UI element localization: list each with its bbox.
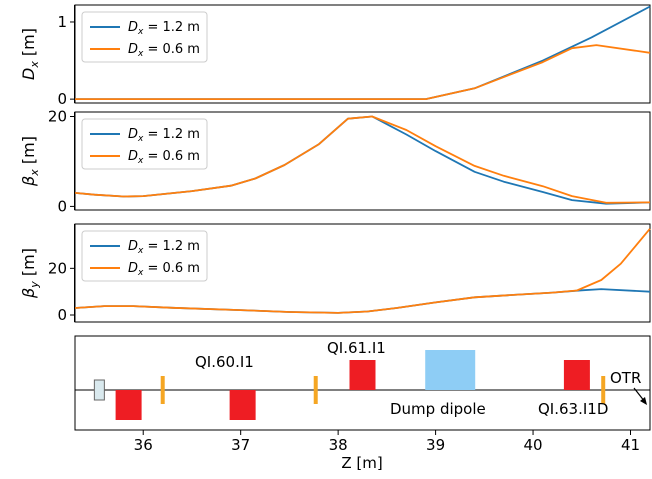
x-tick-label: 36 <box>134 436 153 454</box>
beamline-axes-frame <box>74 335 651 431</box>
beta-x-legend: Dx = 1.2 m Dx = 0.6 m <box>81 118 208 170</box>
y-tick-label: 1 <box>57 13 67 31</box>
legend-label-dx12: Dx = 1.2 m <box>128 20 200 37</box>
quadrupole-magnet <box>115 390 142 420</box>
legend-label-dx06: Dx = 0.6 m <box>128 42 200 59</box>
dispersion-y-label: Dx [m] <box>19 28 41 80</box>
label-qi61: QI.61.I1 <box>327 339 386 357</box>
legend-label-dx12: Dx = 1.2 m <box>128 127 200 144</box>
dispersion-y-ticks: 01 <box>57 13 75 108</box>
beta-x-y-label: βx [m] <box>19 136 41 187</box>
dispersion-lines <box>74 5 651 103</box>
dispersion-legend: Dx = 1.2 m Dx = 0.6 m <box>81 11 208 63</box>
beamline-x-ticks: 36 37 38 39 40 41 <box>134 430 640 454</box>
dump-dipole-magnet <box>425 350 476 390</box>
beta-y-y-label: βy [m] <box>19 248 41 299</box>
x-tick-label: 38 <box>329 436 348 454</box>
beta-x-y-ticks: 0 20 <box>48 107 75 215</box>
corrector-magnet <box>601 376 606 404</box>
x-axis-label: Z [m] <box>341 454 382 472</box>
label-otr: OTR <box>610 369 641 387</box>
beta-y-lines <box>74 224 651 322</box>
x-tick-label: 39 <box>426 436 445 454</box>
series-line-dx06 <box>74 115 651 204</box>
y-tick-label: 0 <box>57 197 67 215</box>
legend-label-dx06: Dx = 0.6 m <box>128 149 200 166</box>
series-line-dx06 <box>75 44 651 100</box>
corrector-magnet <box>160 376 165 404</box>
beta-y-y-ticks: 0 20 <box>48 259 75 324</box>
corrector-magnet <box>313 376 318 404</box>
x-tick-label: 41 <box>621 436 640 454</box>
label-qi60: QI.60.I1 <box>195 353 254 371</box>
y-tick-label: 20 <box>48 259 67 277</box>
screen-monitor <box>93 379 105 401</box>
quadrupole-magnet <box>563 360 590 390</box>
x-tick-label: 40 <box>524 436 543 454</box>
quadrupole-magnet <box>229 390 256 420</box>
beta-x-panel: 0 20 βx [m] Dx = 1.2 m Dx = 0.6 m <box>19 107 651 215</box>
beta-y-legend: Dx = 1.2 m Dx = 0.6 m <box>81 230 208 282</box>
beamline-elements <box>93 350 606 420</box>
beamline-panel: 36 37 38 39 40 41 QI.60.I1 QI.61.I1 Dump dipo… <box>74 335 651 472</box>
label-dump-dipole: Dump dipole <box>390 400 486 418</box>
beta-x-lines <box>74 112 651 210</box>
y-tick-label: 20 <box>48 107 67 125</box>
dispersion-panel: 01 Dx [m] Dx = 1.2 m Dx = 0.6 m <box>19 4 651 108</box>
y-tick-label: 0 <box>57 90 67 108</box>
x-tick-label: 37 <box>231 436 250 454</box>
beta-y-panel: 0 20 βy [m] Dx = 1.2 m Dx = 0.6 m <box>19 223 651 324</box>
series-line-dx12 <box>74 288 651 314</box>
y-tick-label: 0 <box>57 306 67 324</box>
legend-label-dx06: Dx = 0.6 m <box>128 261 200 278</box>
otr-arrow <box>633 387 647 405</box>
quadrupole-magnet <box>349 360 376 390</box>
label-qi63: QI.63.I1D <box>538 400 608 418</box>
legend-label-dx12: Dx = 1.2 m <box>128 239 200 256</box>
series-line-dx06 <box>74 228 651 314</box>
